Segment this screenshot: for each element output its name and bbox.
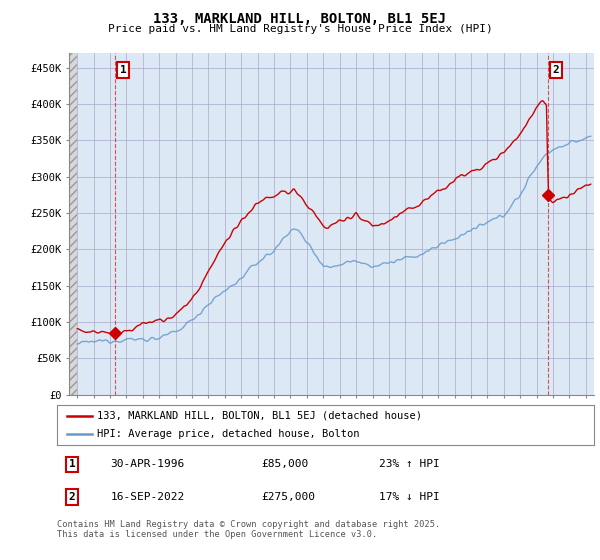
Text: £85,000: £85,000 bbox=[261, 459, 308, 469]
Text: Contains HM Land Registry data © Crown copyright and database right 2025.
This d: Contains HM Land Registry data © Crown c… bbox=[57, 520, 440, 539]
Text: Price paid vs. HM Land Registry's House Price Index (HPI): Price paid vs. HM Land Registry's House … bbox=[107, 24, 493, 34]
Text: 2: 2 bbox=[68, 492, 76, 502]
Text: 133, MARKLAND HILL, BOLTON, BL1 5EJ (detached house): 133, MARKLAND HILL, BOLTON, BL1 5EJ (det… bbox=[97, 411, 422, 421]
Text: 2: 2 bbox=[553, 65, 559, 75]
Text: 16-SEP-2022: 16-SEP-2022 bbox=[111, 492, 185, 502]
Text: HPI: Average price, detached house, Bolton: HPI: Average price, detached house, Bolt… bbox=[97, 430, 360, 439]
Text: 1: 1 bbox=[119, 65, 126, 75]
Text: 30-APR-1996: 30-APR-1996 bbox=[111, 459, 185, 469]
Bar bbox=[69, 53, 77, 395]
Text: 133, MARKLAND HILL, BOLTON, BL1 5EJ: 133, MARKLAND HILL, BOLTON, BL1 5EJ bbox=[154, 12, 446, 26]
Text: 17% ↓ HPI: 17% ↓ HPI bbox=[379, 492, 440, 502]
Text: £275,000: £275,000 bbox=[261, 492, 315, 502]
Text: 23% ↑ HPI: 23% ↑ HPI bbox=[379, 459, 440, 469]
Text: 1: 1 bbox=[68, 459, 76, 469]
